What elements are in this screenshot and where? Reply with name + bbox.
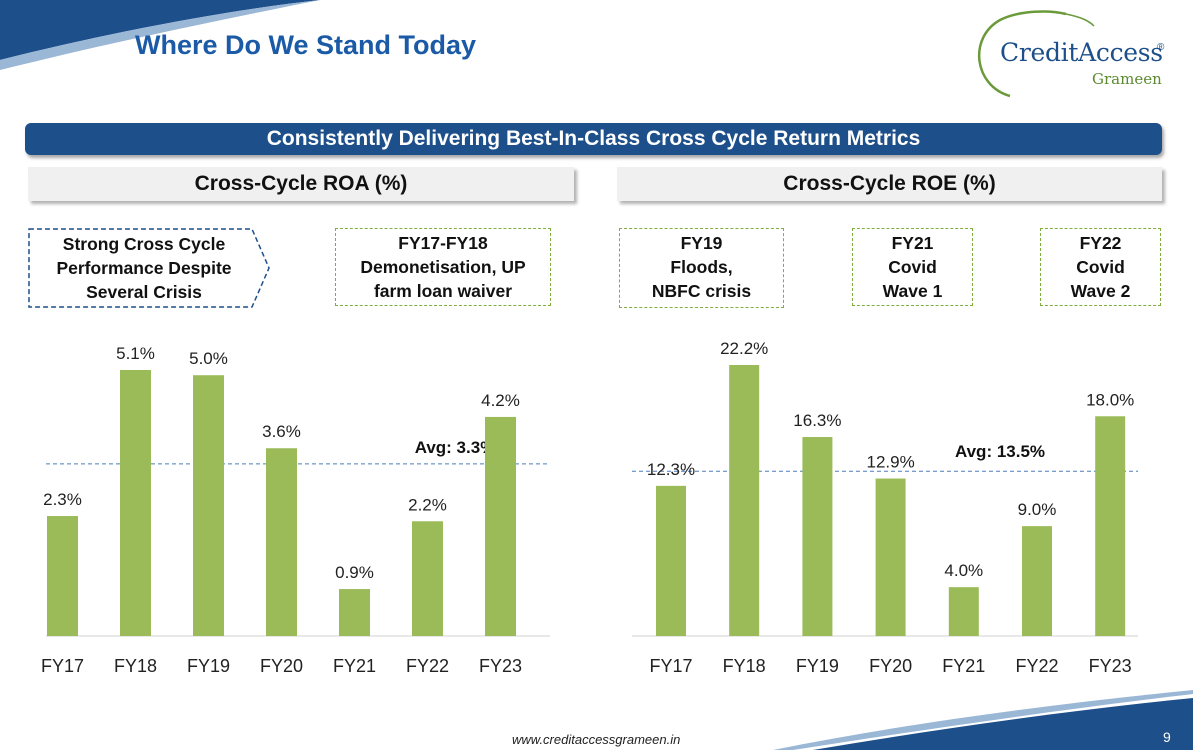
roe-section-header: Cross-Cycle ROE (%) bbox=[617, 167, 1162, 201]
callout-line-1: Strong Cross Cycle bbox=[62, 234, 226, 254]
note-fy22-line-1: FY22 bbox=[1079, 233, 1122, 253]
roe-value-label-fy18: 22.2% bbox=[720, 339, 768, 358]
logo-sub-text: Grameen bbox=[1092, 70, 1162, 88]
roe-bar-chart: Avg: 13.5% 12.3% FY17 22.2% FY18 16.3% FY19 12.… bbox=[632, 339, 1138, 676]
note-fy21-line-1: FY21 bbox=[891, 233, 934, 253]
logo-arc-icon bbox=[977, 10, 1095, 98]
roe-bar-fy19 bbox=[802, 437, 833, 636]
roe-category-label-fy23: FY23 bbox=[1089, 656, 1132, 676]
roe-category-label-fy21: FY21 bbox=[942, 656, 985, 676]
roe-bar-fy18 bbox=[729, 365, 760, 636]
roe-average-label: Avg: 13.5% bbox=[955, 442, 1045, 461]
note-demonetisation: FY17-FY18 Demonetisation, UP farm loan w… bbox=[335, 228, 551, 306]
roa-category-label-fy23: FY23 bbox=[479, 656, 522, 676]
roa-category-label-fy19: FY19 bbox=[187, 656, 230, 676]
note-fy19-line-1: FY19 bbox=[680, 233, 723, 253]
roe-category-label-fy17: FY17 bbox=[649, 656, 692, 676]
note-fy19-line-2: Floods, bbox=[670, 257, 733, 277]
logo-registered-mark: ® bbox=[1157, 42, 1165, 53]
note-fy21-line-2: Covid bbox=[888, 257, 937, 277]
roa-bar-fy17 bbox=[47, 516, 78, 636]
strong-performance-callout: Strong Cross Cycle Performance Despite S… bbox=[28, 228, 272, 308]
roa-average-label: Avg: 3.3% bbox=[415, 438, 496, 457]
roe-category-label-fy19: FY19 bbox=[796, 656, 839, 676]
note-fy22: FY22 Covid Wave 2 bbox=[1040, 228, 1161, 306]
roe-value-label-fy21: 4.0% bbox=[944, 561, 983, 580]
roa-value-label-fy23: 4.2% bbox=[481, 391, 520, 410]
roe-value-label-fy20: 12.9% bbox=[866, 453, 914, 472]
roa-category-label-fy18: FY18 bbox=[114, 656, 157, 676]
roa-bar-fy19 bbox=[193, 375, 224, 636]
note-fy21: FY21 Covid Wave 1 bbox=[852, 228, 973, 306]
roe-category-label-fy20: FY20 bbox=[869, 656, 912, 676]
footer-swoosh bbox=[773, 690, 1193, 750]
roa-category-label-fy20: FY20 bbox=[260, 656, 303, 676]
roe-bar-fy20 bbox=[875, 478, 906, 636]
roe-category-label-fy22: FY22 bbox=[1015, 656, 1058, 676]
page-title: Where Do We Stand Today bbox=[135, 30, 477, 60]
roa-bar-fy18 bbox=[120, 370, 151, 636]
roa-bar-fy21 bbox=[339, 589, 370, 636]
roa-value-label-fy17: 2.3% bbox=[43, 490, 82, 509]
callout-line-2: Performance Despite bbox=[56, 258, 232, 278]
note-fy22-line-3: Wave 2 bbox=[1070, 281, 1131, 301]
roa-bar-chart: Avg: 3.3% 2.3% FY17 5.1% FY18 5.0% FY19 3.6% FY2… bbox=[41, 344, 550, 676]
roe-value-label-fy23: 18.0% bbox=[1086, 390, 1134, 409]
callout-arrow-shape bbox=[28, 228, 270, 308]
roe-bar-fy23 bbox=[1095, 416, 1126, 636]
roa-bar-fy20 bbox=[266, 448, 297, 636]
header-swoosh bbox=[0, 0, 320, 70]
roe-value-label-fy19: 16.3% bbox=[793, 411, 841, 430]
logo-main-text: CreditAccess bbox=[1000, 38, 1163, 67]
roa-category-label-fy21: FY21 bbox=[333, 656, 376, 676]
roe-category-label-fy18: FY18 bbox=[723, 656, 766, 676]
roa-value-label-fy19: 5.0% bbox=[189, 349, 228, 368]
note-fy22-line-2: Covid bbox=[1076, 257, 1125, 277]
roa-section-header: Cross-Cycle ROA (%) bbox=[28, 167, 574, 201]
roa-value-label-fy22: 2.2% bbox=[408, 495, 447, 514]
headline-banner: Consistently Delivering Best-In-Class Cr… bbox=[25, 123, 1162, 155]
note-fy19-line-3: NBFC crisis bbox=[651, 281, 752, 301]
page-number: 9 bbox=[1163, 729, 1171, 745]
footer-website-link[interactable]: www.creditaccessgrameen.in bbox=[512, 732, 681, 747]
callout-line-3: Several Crisis bbox=[86, 282, 202, 302]
roa-value-label-fy21: 0.9% bbox=[335, 563, 374, 582]
roa-value-label-fy20: 3.6% bbox=[262, 422, 301, 441]
roa-value-label-fy18: 5.1% bbox=[116, 344, 155, 363]
note-fy19: FY19 Floods, NBFC crisis bbox=[619, 228, 784, 308]
roe-value-label-fy17: 12.3% bbox=[647, 460, 695, 479]
roa-category-label-fy17: FY17 bbox=[41, 656, 84, 676]
note-demonetisation-line-2: Demonetisation, UP bbox=[360, 257, 526, 277]
roa-category-label-fy22: FY22 bbox=[406, 656, 449, 676]
company-logo: CreditAccess ® Grameen bbox=[970, 8, 1180, 103]
note-demonetisation-line-1: FY17-FY18 bbox=[398, 233, 488, 253]
note-demonetisation-line-3: farm loan waiver bbox=[373, 281, 513, 301]
roe-bar-fy17 bbox=[656, 485, 686, 636]
note-fy21-line-3: Wave 1 bbox=[882, 281, 943, 301]
roe-bar-fy22 bbox=[1022, 526, 1052, 636]
roe-bar-fy21 bbox=[948, 587, 979, 636]
roa-bar-fy23 bbox=[485, 416, 516, 636]
roa-bar-fy22 bbox=[412, 521, 443, 636]
roe-value-label-fy22: 9.0% bbox=[1018, 500, 1057, 519]
